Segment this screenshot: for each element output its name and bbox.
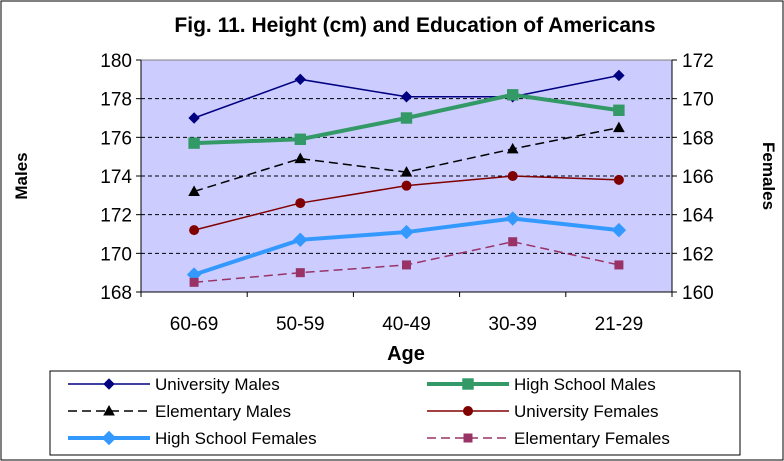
y-tick-label-left: 176 [100,128,132,149]
y-tick-label-left: 174 [100,167,132,188]
data-point [507,89,519,101]
series-high-school-males [188,89,625,149]
data-point [613,121,625,133]
series-university-females [189,171,624,236]
data-point [611,222,627,238]
y-tick-label-right: 166 [682,167,714,188]
x-tick-label: 60-69 [170,314,219,335]
data-point [293,232,308,248]
data-point [294,152,307,164]
x-tick-label: 21-29 [595,314,644,335]
data-point [613,174,624,185]
data-point [294,73,307,86]
y-tick-label-left: 178 [100,90,132,111]
y-tick-label-right: 164 [682,206,714,227]
data-point [613,69,625,82]
legend-marker [463,406,473,416]
data-point [507,171,518,181]
legend-marker [103,378,115,390]
data-point [188,137,200,149]
legend-label: High School Males [514,375,656,394]
legend-item: Elementary Females [427,429,670,448]
y-tick-label-right: 162 [682,244,714,265]
y-axis-title-left: Males [12,152,31,199]
y-tick-label-right: 170 [682,90,714,111]
legend-box [49,370,741,456]
x-axis-title: Age [387,343,425,365]
y-tick-label-left: 168 [100,283,132,304]
data-point [189,277,199,287]
data-point [614,260,624,270]
data-point [400,112,413,124]
legend-item: High School Females [68,429,317,448]
y-tick-label-right: 172 [682,51,714,72]
data-point [506,142,519,154]
data-point [188,112,200,124]
series-elementary-males [188,121,625,196]
data-point [294,133,307,145]
y-ticks-right: 160 162 164 166 168 170 172 [672,51,714,304]
y-tick-label-right: 160 [682,283,714,304]
data-point [508,237,518,247]
y-ticks-left: 168 170 172 174 176 178 180 [100,51,141,304]
data-point [400,91,413,103]
legend-label: Elementary Males [155,402,291,421]
x-tick-label: 30-39 [488,314,537,335]
data-point [399,224,414,240]
legend: University Males High School Males Element… [68,375,670,448]
legend-label: University Females [514,402,659,421]
x-tick-label: 40-49 [382,314,431,335]
legend-label: High School Females [155,429,317,448]
data-point [505,211,520,226]
legend-marker [463,433,473,443]
data-point [400,166,413,177]
y-tick-label-left: 170 [100,244,132,265]
x-ticks: 60-69 50-59 40-49 30-39 21-29 [140,292,673,335]
y-axis-title-right: Females [759,142,778,210]
legend-item: University Females [427,402,659,421]
y-tick-label-left: 172 [100,206,132,227]
legend-item: Elementary Males [68,402,291,421]
y-tick-label-right: 168 [682,128,714,149]
data-point [189,225,200,236]
legend-label: Elementary Females [514,429,670,448]
chart-title: Fig. 11. Height (cm) and Education of Am… [174,14,655,37]
gridlines [141,98,672,254]
legend-label: University Males [155,375,280,394]
series-high-school-females [186,211,627,282]
legend-marker [103,404,115,416]
y-tick-label-left: 180 [100,51,132,72]
data-point [402,260,411,270]
data-point [188,185,200,196]
x-tick-label: 50-59 [276,314,325,335]
series-layer [186,69,627,287]
legend-item: High School Males [427,375,656,394]
data-point [295,198,306,209]
data-point [401,180,412,191]
data-point [613,104,625,116]
data-point [295,268,305,278]
legend-item: University Males [68,375,280,394]
legend-marker [462,378,474,390]
legend-marker [101,430,117,446]
series-elementary-females [189,237,624,287]
